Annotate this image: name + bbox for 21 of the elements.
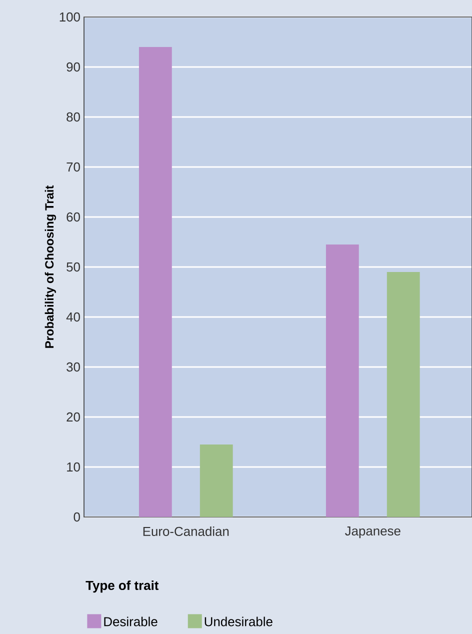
bar	[200, 444, 233, 517]
x-tick-label: Japanese	[345, 526, 400, 538]
y-tick-label: 100	[60, 12, 80, 22]
legend-label: Undesirable	[204, 616, 272, 626]
y-tick-label: 20	[66, 412, 80, 422]
y-tick-label: 90	[66, 62, 80, 72]
y-axis-title: Probability of Choosing Trait	[44, 185, 56, 348]
y-tick-label: 10	[67, 462, 80, 472]
y-tick-label: 60	[66, 212, 80, 222]
y-tick-label: 70	[66, 162, 80, 172]
y-tick-label: 30	[66, 362, 80, 372]
bar	[138, 46, 172, 517]
y-tick-label: 0	[74, 512, 80, 522]
y-tick-label: 50	[66, 262, 80, 272]
legend-title: Type of trait	[86, 580, 159, 593]
y-tick-label: 80	[66, 112, 80, 122]
bar	[326, 244, 359, 517]
bar	[386, 272, 420, 517]
x-tick-label: Euro-Canadian	[143, 526, 229, 536]
legend-label: Desirable	[104, 616, 158, 626]
y-tick-label: 40	[66, 312, 80, 322]
